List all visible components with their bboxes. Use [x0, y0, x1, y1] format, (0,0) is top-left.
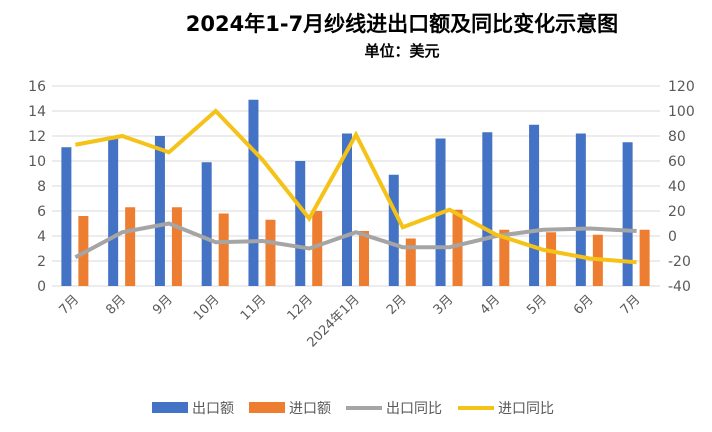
y-left-tick-label: 2 [37, 254, 46, 270]
x-tick-label: 12月 [285, 292, 316, 323]
x-tick-label: 7月 [618, 292, 644, 318]
bar-import [125, 207, 136, 286]
legend-label: 进口同比 [498, 401, 554, 417]
y-right-tick-label: 80 [668, 129, 686, 145]
legend-label: 出口同比 [386, 401, 442, 417]
x-tick-label: 6月 [571, 292, 597, 318]
x-tick-label: 11月 [238, 292, 269, 323]
legend-label: 进口额 [289, 401, 331, 417]
bar-import [405, 238, 416, 286]
y-left-tick-label: 4 [37, 229, 46, 245]
bar-export [295, 161, 306, 286]
line-import-yoy [75, 108, 637, 265]
y-left-tick-label: 10 [28, 154, 46, 170]
chart-title: 2024年1-7月纱线进出口额及同比变化示意图 [185, 12, 619, 36]
bar-export [622, 142, 633, 286]
bar-import [499, 229, 510, 286]
bar-export [482, 132, 493, 286]
line-export-yoy [74, 221, 637, 260]
y-right-tick-label: 20 [668, 204, 686, 220]
bar-import [312, 211, 323, 286]
y-left-tick-label: 6 [37, 204, 46, 220]
x-tick-label: 7月 [57, 292, 83, 318]
bar-import [171, 207, 182, 286]
y-right-tick-label: 0 [668, 229, 677, 245]
bar-import [265, 219, 276, 286]
bar-export [575, 133, 586, 286]
chart-subtitle: 单位：美元 [364, 42, 440, 60]
y-left-tick-label: 12 [28, 129, 46, 145]
y-right-tick-label: 120 [668, 79, 695, 95]
y-left-tick-label: 16 [28, 79, 46, 95]
x-tick-label: 3月 [431, 292, 457, 318]
x-tick-label: 9月 [150, 292, 176, 318]
bar-export [201, 162, 212, 286]
bar-export [108, 138, 119, 286]
y-left-tick-label: 14 [28, 104, 46, 120]
bar-export [248, 99, 259, 286]
y-right-tick-label: 100 [668, 104, 695, 120]
bar-import [639, 229, 650, 286]
legend-swatch [152, 402, 188, 413]
y-right-tick-label: 60 [668, 154, 686, 170]
y-right-tick-label: -20 [668, 254, 691, 270]
y-left-tick-label: 0 [37, 279, 46, 295]
bar-export [61, 147, 72, 286]
legend-label: 出口额 [192, 401, 234, 417]
x-tick-label: 4月 [477, 292, 503, 318]
y-right-tick-label: -40 [668, 279, 691, 295]
x-tick-label: 2月 [384, 292, 410, 318]
x-tick-label: 10月 [191, 292, 222, 323]
bar-export [388, 174, 399, 286]
x-tick-label: 5月 [524, 292, 550, 318]
bar-import [218, 213, 229, 286]
y-right-tick-label: 40 [668, 179, 686, 195]
bar-import [359, 231, 369, 286]
bar-import [452, 209, 463, 286]
bar-import [546, 232, 557, 286]
legend-swatch [249, 402, 285, 413]
bar-export [154, 136, 165, 286]
y-left-tick-label: 8 [37, 179, 46, 195]
bar-export [342, 133, 352, 286]
x-tick-label: 8月 [103, 292, 129, 318]
bar-export [529, 124, 540, 286]
